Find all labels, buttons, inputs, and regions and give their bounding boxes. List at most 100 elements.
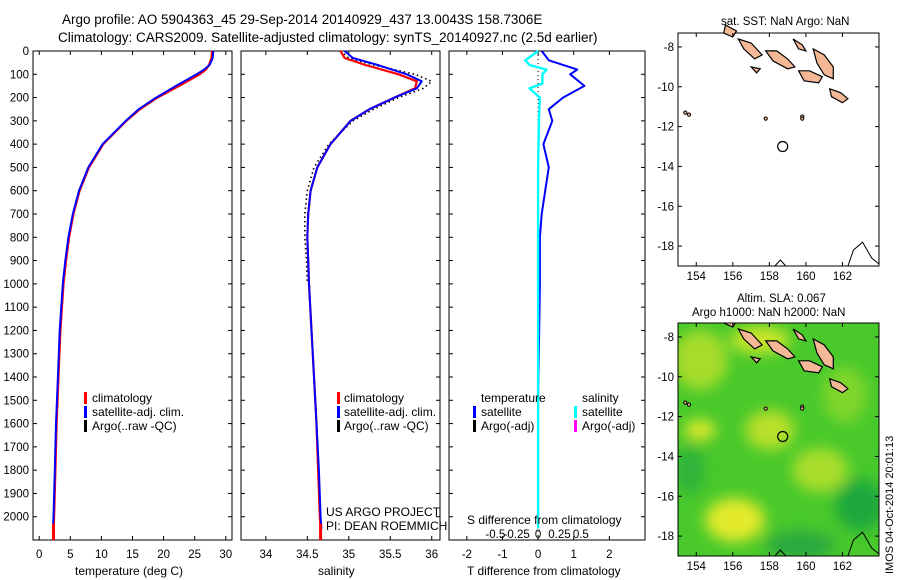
difference-xtick2-label: -0.25: [504, 529, 530, 541]
depth-tick-label: 200: [10, 93, 29, 105]
salinity-plot-frame: [240, 50, 441, 541]
sst-islet: [683, 110, 688, 115]
depth-tick-label: 2000: [3, 512, 29, 524]
sla-island: [764, 340, 797, 360]
sla-ytick-label: -16: [657, 491, 674, 503]
difference-xtick2-label: 0.5: [573, 529, 589, 541]
sla-map-title1: Altim. SLA: 0.067: [737, 293, 826, 305]
depth-tick-label: 1900: [3, 488, 29, 500]
sla-ytick-label: -12: [657, 412, 674, 424]
legend-swatch-t-satellite: [473, 406, 476, 418]
temperature-xtick-label: 30: [219, 549, 232, 561]
sst-ytick-label: -10: [657, 82, 674, 94]
sla-xtick-label: 160: [796, 561, 815, 573]
sla-island: [737, 327, 764, 350]
sla-reef: [774, 549, 787, 556]
difference-xtick-label: 2: [606, 549, 612, 561]
sla-map: 154 156 158 160 162 -8 -10 -12 -14 -16 -18: [657, 322, 880, 573]
sla-xtick-label: 158: [760, 561, 779, 573]
sst-float-marker: [777, 140, 789, 153]
sla-island: [812, 337, 834, 370]
legend-argo: Argo(..raw -QC): [92, 419, 177, 433]
sst-islet: [763, 116, 768, 121]
temperature-xtick-label: 15: [126, 549, 139, 561]
sla-coast: [847, 531, 879, 556]
depth-tick-label: 1000: [3, 279, 29, 291]
salinity-xtick-label: 35.5: [379, 549, 401, 561]
sst-reef: [774, 259, 787, 267]
depth-tick-label: 500: [10, 162, 29, 174]
project-annotation-1: US ARGO PROJECT: [326, 505, 441, 519]
legend-swatch-s-satellite: [574, 406, 577, 418]
sst-island: [737, 37, 764, 60]
salinity-legend: climatology satellite-adj. clim. Argo(..…: [337, 391, 436, 433]
temperature-xtick-label: 5: [67, 549, 73, 561]
sst-island: [764, 50, 797, 70]
sst-island: [749, 65, 762, 74]
legend-swatch-t-argo: [473, 420, 476, 432]
sla-island: [797, 360, 824, 374]
salinity-xtick-label: 36: [425, 549, 438, 561]
header-line2: Climatology: CARS2009. Satellite-adjuste…: [58, 30, 598, 45]
temperature-xlabel: temperature (deg C): [75, 564, 183, 578]
salinity-xtick-label: 34: [259, 549, 272, 561]
sla-islet: [800, 406, 805, 411]
salinity-xtick-label: 34.5: [296, 549, 318, 561]
difference-legend: temperature salinity satellite Argo(-adj…: [473, 391, 635, 433]
sla-xtick-label: 156: [723, 561, 742, 573]
temperature-xtick-label: 0: [36, 549, 42, 561]
depth-tick-label: 1300: [3, 349, 29, 361]
difference-xtick-label: -1: [497, 549, 507, 561]
sst-ytick-label: -14: [657, 161, 674, 173]
sla-islet: [686, 402, 692, 407]
sst-coast: [847, 241, 880, 267]
difference-xtick2-label: -0.5: [485, 529, 505, 541]
sla-island: [828, 377, 849, 394]
diff-s-satellite-line: [524, 50, 548, 529]
legend-swatch-argo: [84, 420, 87, 432]
diff-t-satellite-line: [537, 50, 586, 529]
sst-island: [828, 87, 849, 104]
legend-header-salinity: salinity: [582, 391, 619, 405]
header-line1: Argo profile: AO 5904363_45 29-Sep-2014 …: [62, 12, 542, 27]
depth-tick-label: 300: [10, 116, 29, 128]
difference-xtick2-label: 0.25: [548, 529, 570, 541]
sst-ytick-label: -8: [664, 42, 674, 54]
sst-map: 154 156 158 160 162 -8 -10 -12 -14 -16 -18: [657, 24, 880, 283]
legend-satellite-adj: satellite-adj. clim.: [92, 405, 184, 419]
legend-swatch-satellite: [84, 406, 87, 418]
legend-swatch-satellite: [337, 406, 340, 418]
legend-t-argo: Argo(-adj): [481, 419, 534, 433]
sst-islet: [686, 112, 692, 117]
depth-tick-label: 400: [10, 139, 29, 151]
temperature-legend: climatology satellite-adj. clim. Argo(..…: [84, 391, 184, 433]
legend-swatch-s-argo: [574, 420, 577, 432]
temperature-xtick-label: 20: [157, 549, 170, 561]
sst-xtick-label: 158: [760, 271, 779, 283]
sst-xtick-label: 154: [687, 271, 707, 283]
depth-tick-label: 1800: [3, 465, 29, 477]
sla-map-frame: [677, 322, 880, 557]
sla-ytick-label: -14: [657, 451, 674, 463]
sst-ytick-label: -18: [657, 241, 674, 253]
depth-tick-label: 1400: [3, 372, 29, 384]
legend-s-satellite: satellite: [582, 405, 623, 419]
sla-ytick-label: -18: [657, 531, 674, 543]
legend-swatch-climatology: [84, 392, 87, 404]
imos-timestamp: IMOS 04-Oct-2014 20:01:13: [884, 435, 896, 574]
depth-tick-label: 600: [10, 186, 29, 198]
legend-climatology: climatology: [92, 391, 152, 405]
sla-xtick-label: 154: [687, 561, 707, 573]
legend-header-temperature: temperature: [481, 391, 546, 405]
legend-satellite-adj: satellite-adj. clim.: [344, 405, 436, 419]
depth-tick-label: 1100: [4, 302, 29, 314]
sla-island: [749, 355, 762, 364]
sst-islet: [800, 116, 805, 121]
sal-satellite-line: [306, 50, 423, 529]
legend-s-argo: Argo(-adj): [582, 419, 635, 433]
depth-tick-label: 900: [10, 256, 29, 268]
sst-xtick-label: 160: [796, 271, 815, 283]
legend-climatology: climatology: [344, 391, 404, 405]
sla-float-marker: [777, 430, 789, 443]
